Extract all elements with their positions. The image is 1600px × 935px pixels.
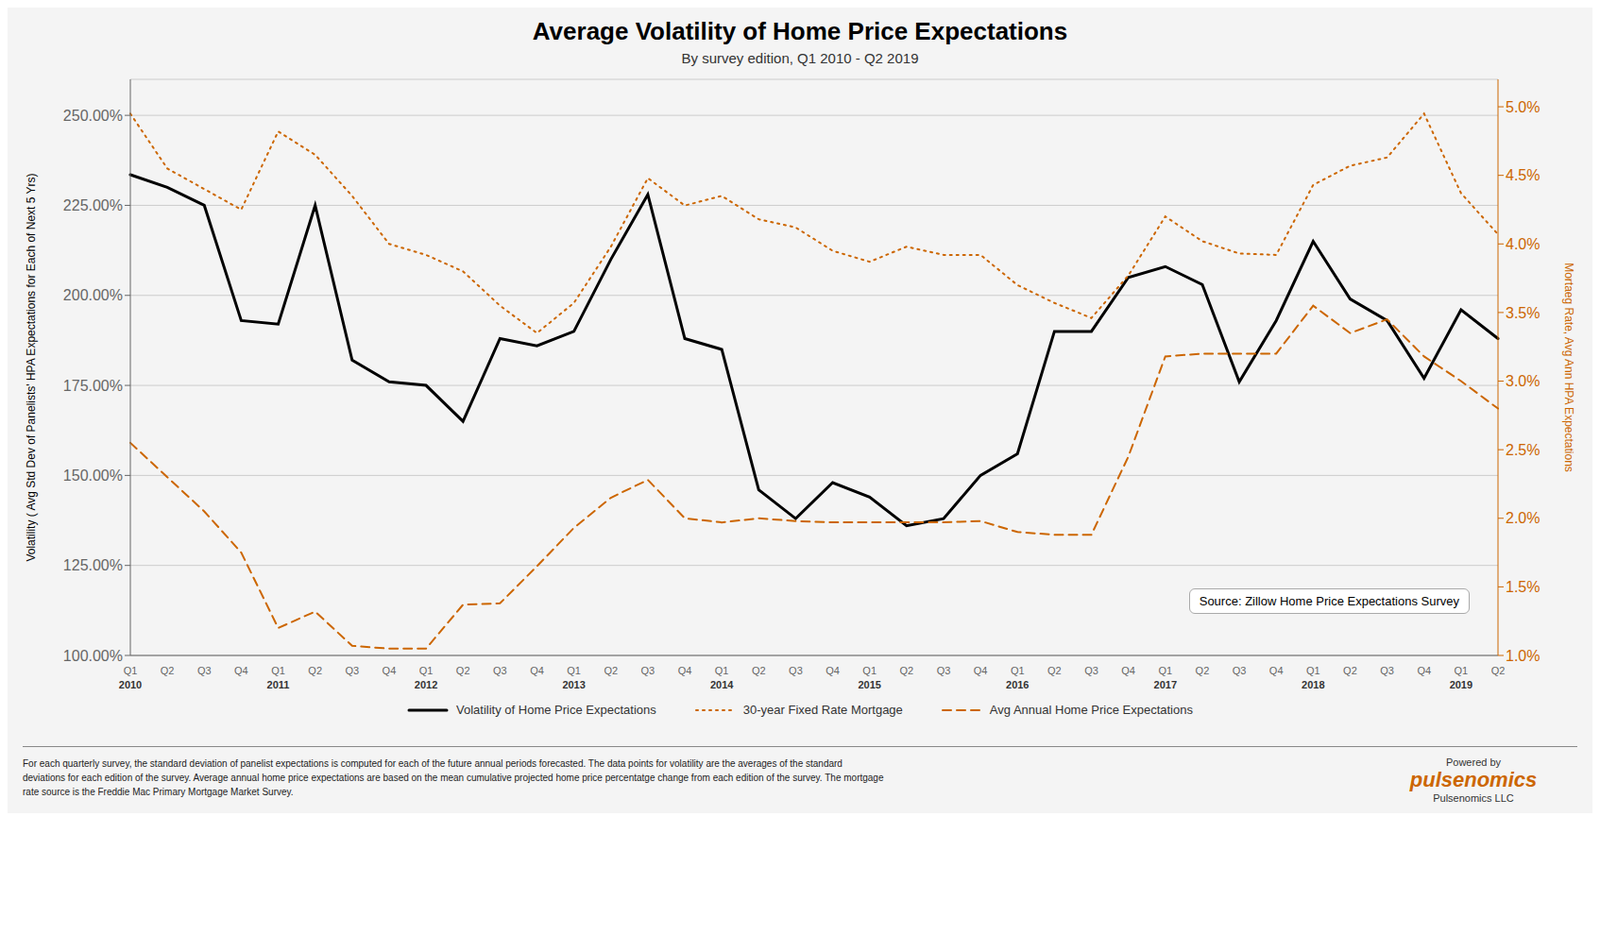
svg-text:Q2: Q2 [307, 664, 323, 677]
svg-text:Q2: Q2 [1491, 664, 1506, 677]
svg-text:4.5%: 4.5% [1505, 167, 1540, 184]
html-text:Avg Annual Home Price Expectat: Avg Annual Home Price Expectations [989, 702, 1193, 717]
svg-text:1.5%: 1.5% [1505, 578, 1540, 596]
svg-text:Q12018: Q12018 [1301, 664, 1325, 691]
svg-text:Q2: Q2 [751, 664, 766, 677]
svg-text:Q2: Q2 [1343, 664, 1358, 677]
html-text:By survey edition, Q1 2010 - Q: By survey edition, Q1 2010 - Q2 2019 [681, 50, 919, 67]
svg-text:Q3: Q3 [197, 664, 212, 677]
svg-text:Q2: Q2 [456, 664, 471, 677]
svg-text:Q12010: Q12010 [119, 664, 142, 691]
svg-text:Q3: Q3 [344, 664, 359, 677]
svg-text:125.00%: 125.00% [63, 557, 123, 574]
svg-text:Q12012: Q12012 [414, 664, 438, 691]
svg-text:150.00%: 150.00% [63, 467, 123, 484]
svg-text:Q3: Q3 [1379, 664, 1395, 677]
svg-text:Q3: Q3 [1232, 664, 1247, 677]
html-text:Volatility of Home Price Expec: Volatility of Home Price Expectations [456, 702, 657, 717]
svg-text:Q4: Q4 [678, 664, 693, 677]
svg-text:Q4: Q4 [529, 664, 545, 677]
svg-text:3.5%: 3.5% [1505, 305, 1540, 322]
svg-text:Q12011: Q12011 [267, 664, 290, 691]
html-text:Pulsenomics LLC: Pulsenomics LLC [1433, 792, 1514, 804]
svg-text:Q3: Q3 [788, 664, 803, 677]
svg-text:Q12013: Q12013 [561, 664, 585, 691]
svg-text:Q4: Q4 [1416, 664, 1431, 677]
html-text:For each quarterly survey, the: For each quarterly survey, the standard … [22, 758, 884, 798]
svg-text:Q12017: Q12017 [1154, 664, 1177, 691]
svg-text:Q2: Q2 [160, 664, 175, 677]
svg-text:2.5%: 2.5% [1505, 442, 1540, 459]
svg-text:Q2: Q2 [603, 664, 618, 677]
html-text:Powered by: Powered by [1446, 756, 1501, 768]
svg-text:250.00%: 250.00% [63, 107, 123, 124]
svg-text:Q2: Q2 [1047, 664, 1062, 677]
svg-text:Q4: Q4 [1121, 664, 1136, 677]
svg-text:Q3: Q3 [641, 664, 656, 677]
svg-text:225.00%: 225.00% [63, 197, 123, 214]
svg-text:Q4: Q4 [234, 664, 249, 677]
svg-text:3.0%: 3.0% [1505, 373, 1540, 390]
svg-text:Q3: Q3 [936, 664, 952, 677]
svg-text:Q12014: Q12014 [710, 664, 734, 691]
svg-text:Q3: Q3 [493, 664, 508, 677]
svg-text:Volatility ( Avg Std Dev of Pa: Volatility ( Avg Std Dev of Panelists' H… [24, 172, 38, 562]
svg-text:Q12016: Q12016 [1005, 664, 1029, 691]
svg-text:Q3: Q3 [1084, 664, 1099, 677]
svg-text:100.00%: 100.00% [63, 647, 123, 664]
svg-text:Q2: Q2 [1195, 664, 1210, 677]
svg-text:Mortaeg Rate, Avg Ann HPA Expe: Mortaeg Rate, Avg Ann HPA Expectations [1562, 262, 1576, 473]
svg-text:2.0%: 2.0% [1505, 510, 1540, 527]
svg-text:Q4: Q4 [1269, 664, 1284, 677]
html-text:Average Volatility of Home Pri: Average Volatility of Home Price Expecta… [532, 17, 1068, 46]
svg-text:200.00%: 200.00% [63, 287, 123, 304]
html-text:30-year Fixed Rate Mortgage: 30-year Fixed Rate Mortgage [743, 702, 903, 717]
svg-text:4.0%: 4.0% [1505, 236, 1540, 253]
svg-text:1.0%: 1.0% [1505, 647, 1540, 664]
svg-text:5.0%: 5.0% [1505, 99, 1540, 116]
svg-text:Q4: Q4 [973, 664, 988, 677]
html-text:pulsenomics: pulsenomics [1409, 767, 1537, 792]
svg-text:Q4: Q4 [382, 664, 397, 677]
svg-text:175.00%: 175.00% [63, 377, 123, 394]
svg-text:Q4: Q4 [825, 664, 840, 677]
html-text:Source: Zillow Home Price Expe: Source: Zillow Home Price Expectations S… [1199, 594, 1460, 609]
svg-text:Q12019: Q12019 [1449, 664, 1473, 691]
svg-text:Q12015: Q12015 [857, 664, 881, 691]
svg-text:Q2: Q2 [899, 664, 914, 677]
